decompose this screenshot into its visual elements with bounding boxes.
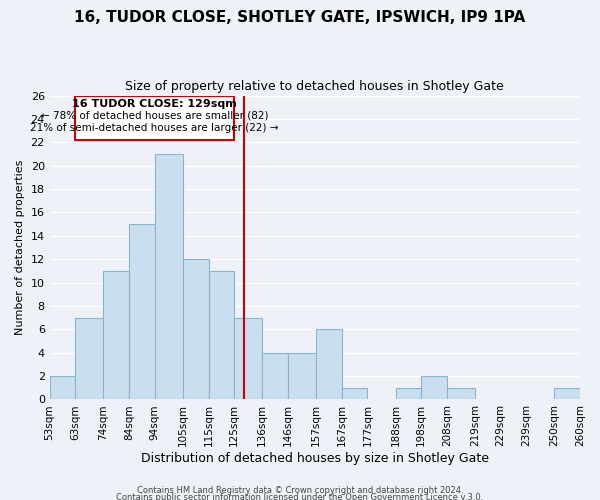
- Bar: [342, 388, 367, 400]
- X-axis label: Distribution of detached houses by size in Shotley Gate: Distribution of detached houses by size …: [141, 452, 489, 465]
- Text: Contains public sector information licensed under the Open Government Licence v.: Contains public sector information licen…: [116, 494, 484, 500]
- Bar: [447, 388, 475, 400]
- Bar: [75, 96, 234, 140]
- Bar: [209, 271, 234, 400]
- Y-axis label: Number of detached properties: Number of detached properties: [15, 160, 25, 335]
- Bar: [129, 224, 155, 400]
- Text: ← 78% of detached houses are smaller (82): ← 78% of detached houses are smaller (82…: [41, 110, 268, 120]
- Bar: [75, 318, 103, 400]
- Text: 21% of semi-detached houses are larger (22) →: 21% of semi-detached houses are larger (…: [31, 124, 279, 134]
- Bar: [288, 352, 316, 400]
- Bar: [155, 154, 183, 400]
- Bar: [103, 271, 129, 400]
- Bar: [421, 376, 447, 400]
- Bar: [234, 318, 262, 400]
- Bar: [316, 330, 342, 400]
- Text: 16 TUDOR CLOSE: 129sqm: 16 TUDOR CLOSE: 129sqm: [73, 98, 237, 108]
- Text: 16, TUDOR CLOSE, SHOTLEY GATE, IPSWICH, IP9 1PA: 16, TUDOR CLOSE, SHOTLEY GATE, IPSWICH, …: [74, 10, 526, 25]
- Bar: [50, 376, 75, 400]
- Bar: [395, 388, 421, 400]
- Bar: [554, 388, 580, 400]
- Bar: [262, 352, 288, 400]
- Text: Contains HM Land Registry data © Crown copyright and database right 2024.: Contains HM Land Registry data © Crown c…: [137, 486, 463, 495]
- Bar: [183, 259, 209, 400]
- Title: Size of property relative to detached houses in Shotley Gate: Size of property relative to detached ho…: [125, 80, 504, 93]
